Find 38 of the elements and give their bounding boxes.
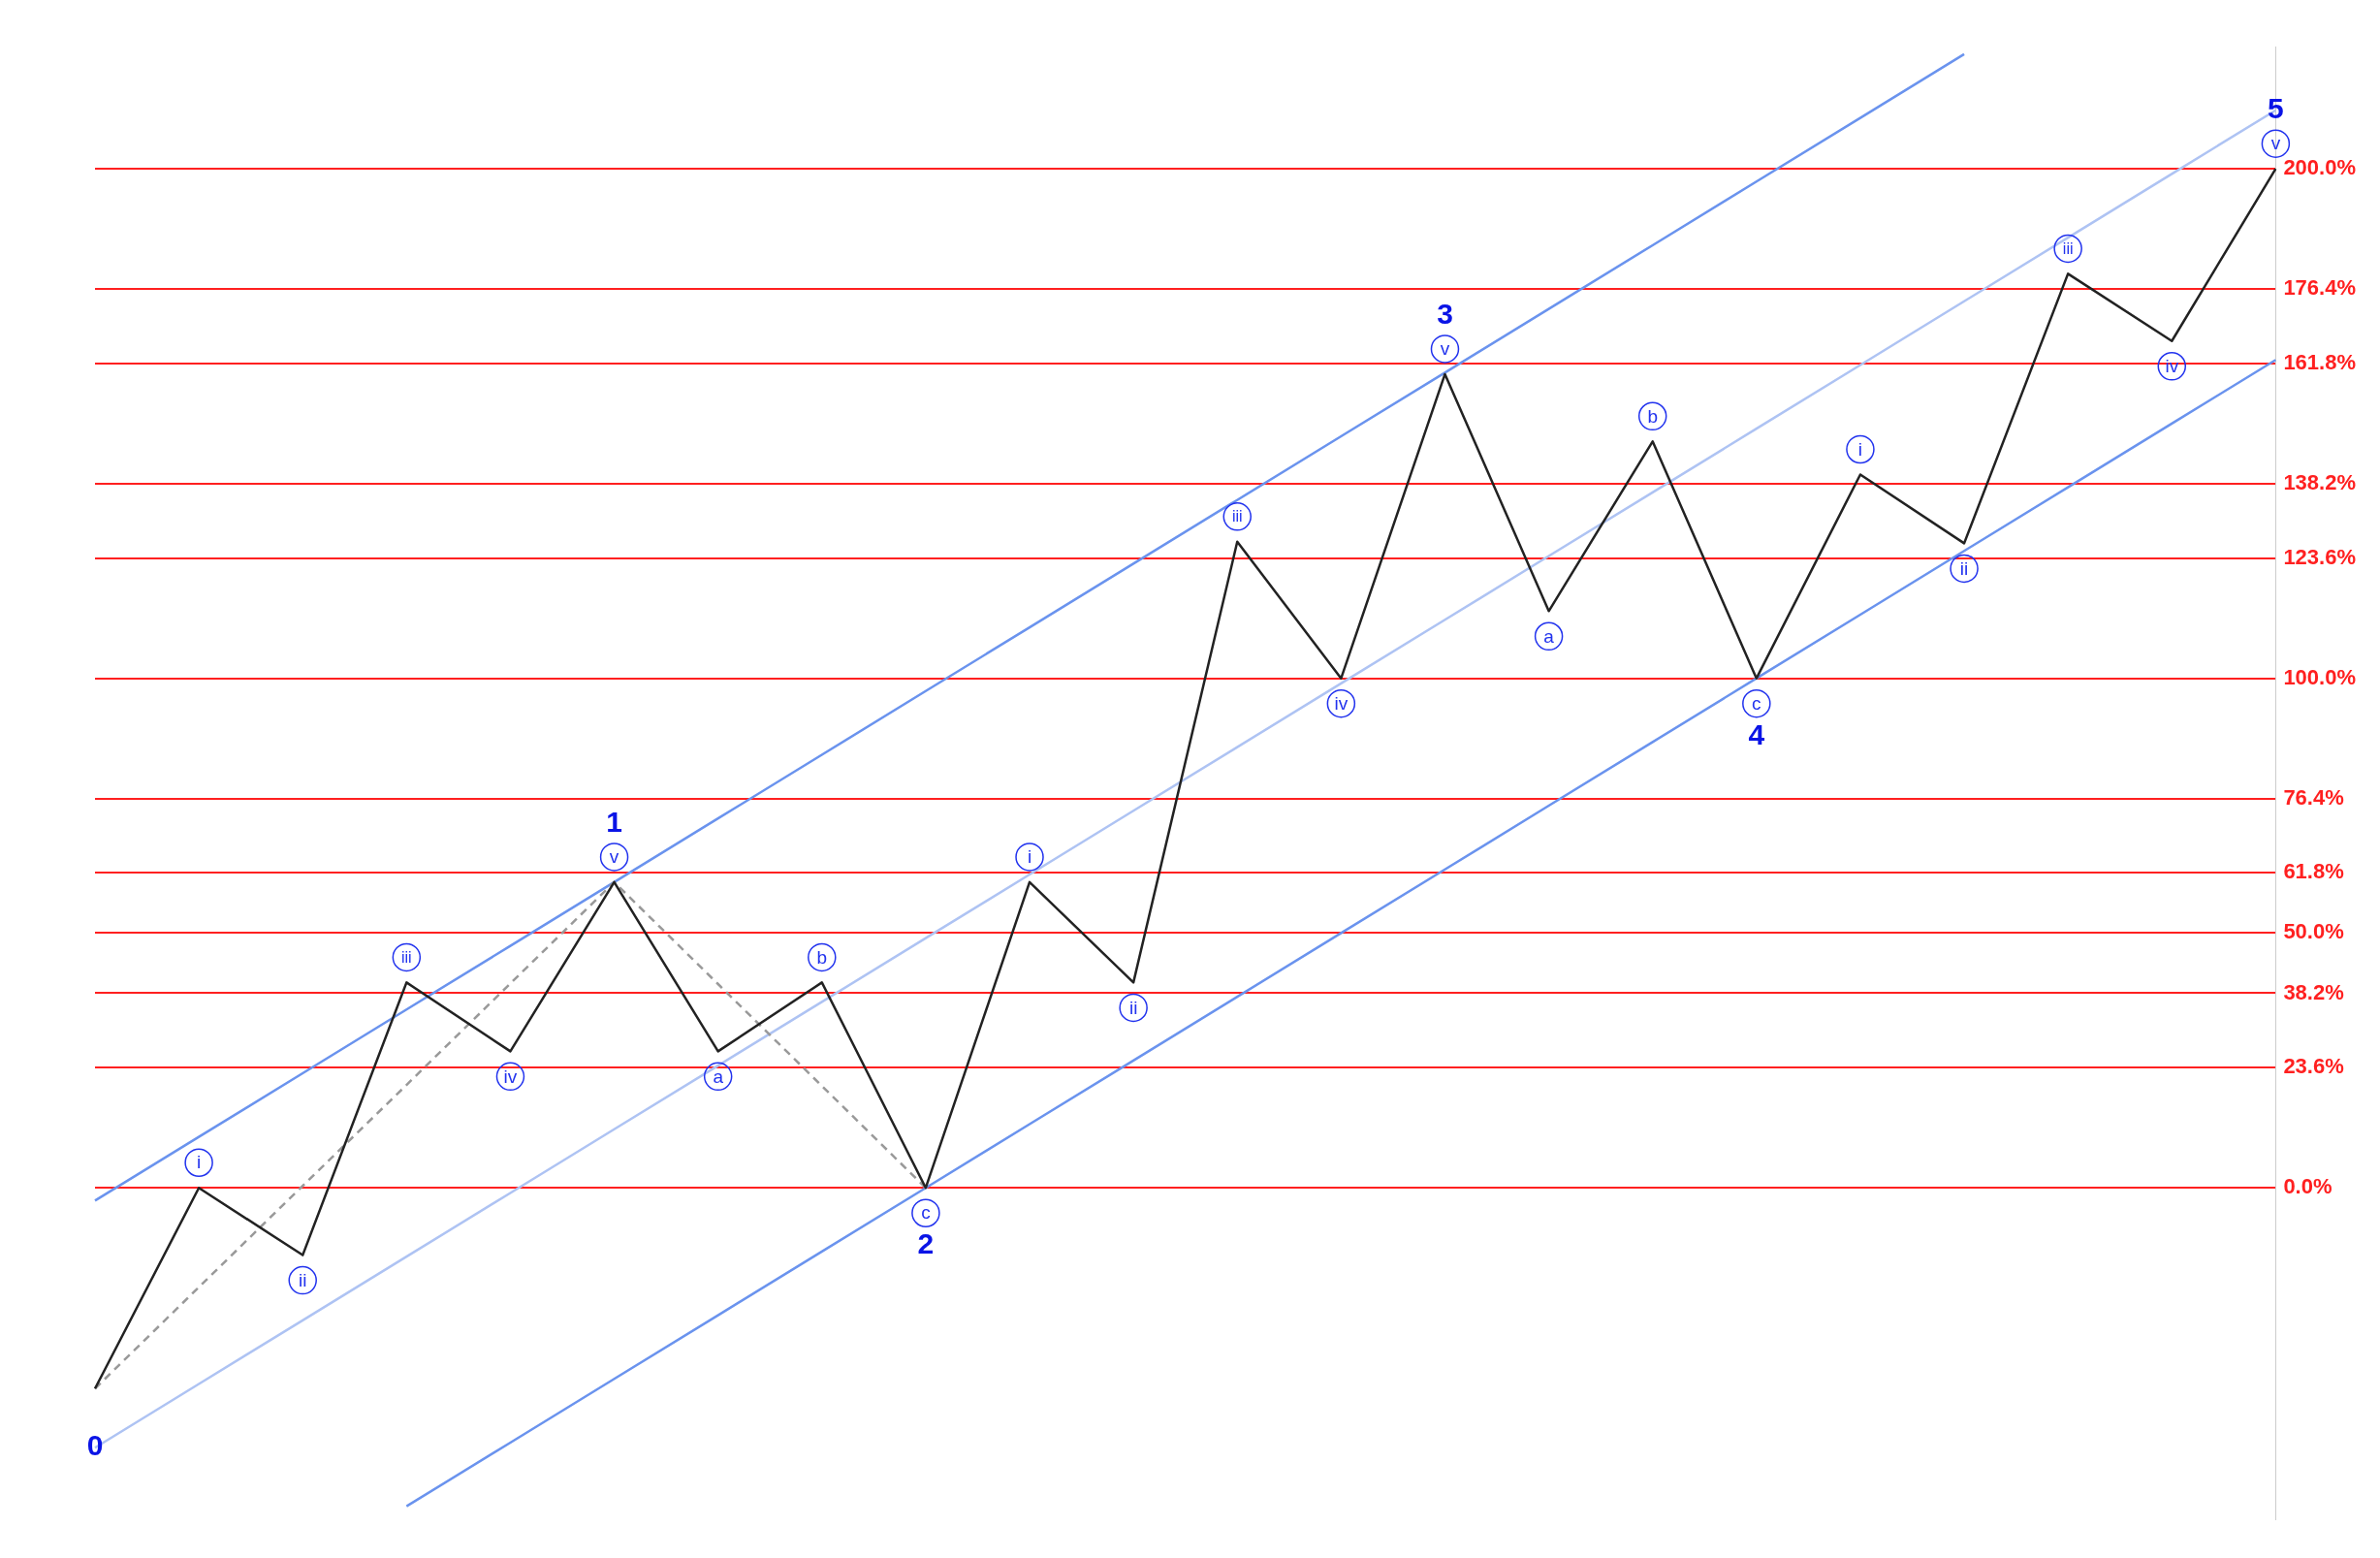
data-label: iv	[1334, 692, 1349, 714]
data-label: a	[1543, 625, 1555, 647]
annotation: 4	[1748, 717, 1765, 750]
annotation: 5	[2268, 92, 2284, 125]
y-tick-label: 100.0%	[2283, 664, 2357, 689]
annotation: 2	[917, 1227, 935, 1260]
data-label: ii	[1959, 557, 1969, 579]
y-tick-label: 176.4%	[2283, 275, 2357, 301]
y-tick-label: 23.6%	[2283, 1054, 2344, 1079]
data-label: c	[921, 1202, 931, 1224]
data-label: v	[1440, 338, 1450, 360]
data-label: a	[713, 1065, 724, 1087]
data-label: i	[197, 1152, 202, 1173]
data-label: iii	[2062, 239, 2074, 257]
y-tick-label: 161.8%	[2283, 349, 2357, 374]
data-label: ii	[299, 1269, 307, 1290]
data-label: iii	[401, 948, 412, 966]
data-label: b	[1647, 405, 1658, 427]
data-label: iv	[503, 1065, 518, 1087]
data-label: c	[1752, 692, 1761, 714]
y-tick-label: 138.2%	[2283, 469, 2357, 494]
data-label: v	[609, 846, 619, 868]
data-label: ii	[1128, 997, 1138, 1018]
y-tick-label: 50.0%	[2283, 919, 2344, 944]
y-tick-label: 123.6%	[2283, 544, 2357, 569]
annotation: 1	[606, 806, 622, 839]
data-label: i	[1027, 846, 1032, 868]
data-label: v	[2270, 133, 2281, 154]
y-tick-label: 38.2%	[2283, 979, 2344, 1004]
data-label: iii	[1231, 508, 1243, 525]
y-tick-label: 200.0%	[2283, 155, 2357, 180]
data-label: i	[1857, 438, 1863, 460]
annotation: 0	[86, 1428, 104, 1461]
data-label: b	[816, 946, 828, 968]
annotation: 3	[1437, 298, 1453, 331]
y-tick-label: 76.4%	[2283, 784, 2344, 810]
y-tick-label: 0.0%	[2283, 1174, 2332, 1199]
y-tick-label: 61.8%	[2283, 859, 2344, 884]
